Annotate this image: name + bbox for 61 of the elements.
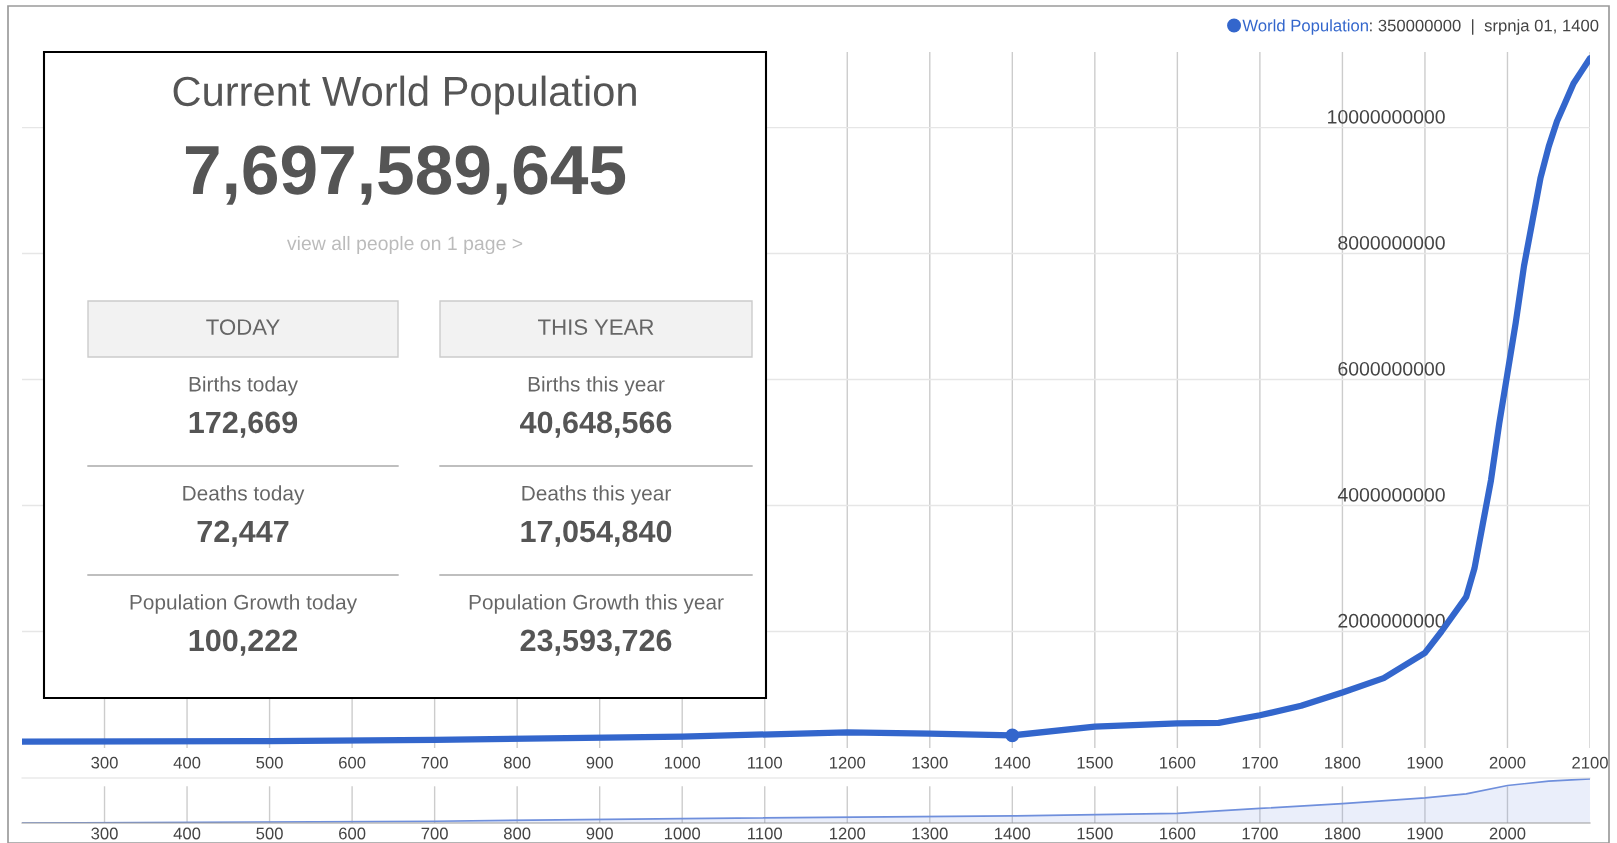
x-tick-label: 1800 xyxy=(1325,827,1361,840)
annotation: 72,447 xyxy=(197,520,289,547)
x-tick-label: 1800 xyxy=(1325,756,1361,769)
text: Current World Population xyxy=(173,75,636,115)
x-tick-label: 700 xyxy=(421,827,448,840)
y-tick-label: 8000000000 xyxy=(1338,235,1445,250)
x-tick-label: 1100 xyxy=(748,827,783,840)
x-tick-label: 1200 xyxy=(830,756,866,769)
x-tick-label: 300 xyxy=(91,756,118,769)
x-tick-label: 1900 xyxy=(1407,827,1443,840)
x-tick-label: 900 xyxy=(586,756,613,769)
y-tick-label: 2000000000 xyxy=(1338,613,1445,628)
y-tick-label: 4000000000 xyxy=(1337,487,1445,502)
annotation: 40,648,566 xyxy=(520,411,672,438)
text: : 350000000 | srpnja 01, 1400 xyxy=(1370,19,1599,35)
x-tick-label: 2000 xyxy=(1489,827,1526,840)
annotation: 100,222 xyxy=(189,629,298,656)
x-tick-label: 500 xyxy=(256,756,283,769)
x-tick-label: 1300 xyxy=(912,756,948,769)
x-tick-label: 1500 xyxy=(1077,756,1113,769)
x-tick-label: 900 xyxy=(586,827,613,840)
x-tick-label: 2100 xyxy=(1572,756,1608,769)
x-tick-label: 1400 xyxy=(995,827,1031,840)
annotation: view all people on 1 page > xyxy=(286,235,523,255)
annotation: TODAY xyxy=(206,319,280,335)
annotation: Population Growth today xyxy=(130,594,358,614)
x-tick-label: 1000 xyxy=(664,756,701,769)
x-tick-label: 1200 xyxy=(830,827,866,840)
x-tick-label: 400 xyxy=(173,756,201,769)
annotation: THIS YEAR xyxy=(538,319,654,335)
text: 7,697,589,645 xyxy=(185,145,626,205)
x-tick-label: 1600 xyxy=(1160,756,1196,769)
x-tick-label: 1500 xyxy=(1077,827,1113,840)
annotation: Deaths today xyxy=(183,485,305,505)
x-tick-label: 500 xyxy=(256,827,283,840)
x-tick-label: 1700 xyxy=(1242,756,1278,769)
annotation: 172,669 xyxy=(189,411,298,438)
y-tick-label: 6000000000 xyxy=(1338,361,1445,376)
x-tick-label: 1700 xyxy=(1242,827,1278,840)
annotation: Deaths this year xyxy=(522,485,671,505)
annotation: Births this year xyxy=(528,376,665,396)
x-tick-label: 800 xyxy=(503,756,531,769)
x-tick-label: 800 xyxy=(503,827,531,840)
x-tick-label: 2000 xyxy=(1489,756,1526,769)
x-tick-label: 1900 xyxy=(1407,756,1443,769)
x-tick-label: 1300 xyxy=(912,827,948,840)
x-tick-label: 700 xyxy=(421,756,448,769)
annotation: 17,054,840 xyxy=(521,520,672,547)
x-tick-label: 1000 xyxy=(664,827,701,840)
x-tick-label: 1400 xyxy=(995,756,1031,769)
x-tick-label: 600 xyxy=(339,827,366,840)
y-tick-label: 10000000000 xyxy=(1328,109,1445,124)
annotation: Population Growth this year xyxy=(469,594,724,614)
annotation: Births today xyxy=(189,376,298,396)
annotation: 23,593,726 xyxy=(520,629,672,656)
x-tick-label: 400 xyxy=(173,827,201,840)
x-tick-label: 1100 xyxy=(748,756,783,769)
x-tick-label: 600 xyxy=(339,756,366,769)
x-tick-label: 1600 xyxy=(1160,827,1196,840)
legend-label: World Population xyxy=(1242,19,1368,35)
x-tick-label: 300 xyxy=(91,827,118,840)
